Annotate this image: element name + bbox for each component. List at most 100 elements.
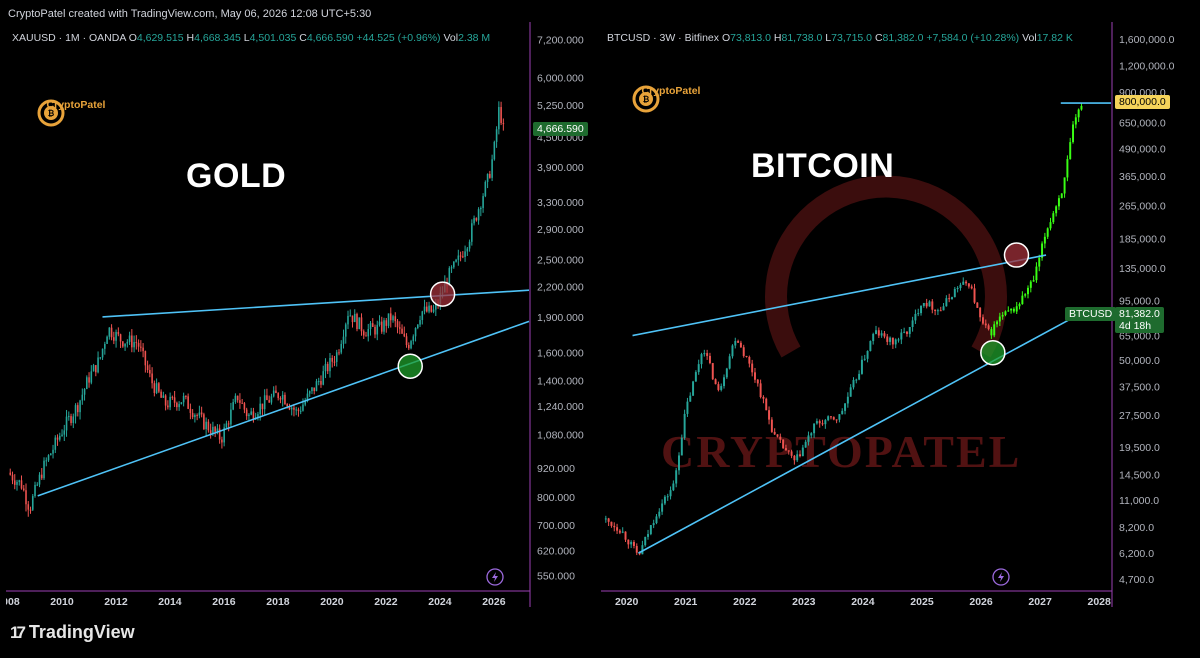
- candle-body: [849, 387, 852, 397]
- candle-body: [250, 411, 252, 415]
- candle-body: [20, 480, 23, 489]
- candle-body: [618, 530, 621, 533]
- candle-body: [835, 419, 838, 421]
- gold-low-label: L: [243, 32, 250, 44]
- candle-body: [304, 400, 307, 405]
- btc-low: 73,715.0: [831, 32, 873, 44]
- y-tick-label: 65,000.0: [1119, 331, 1160, 343]
- candle-body: [1069, 142, 1072, 160]
- candle-body: [232, 402, 234, 410]
- svg-text:₿: ₿: [643, 95, 650, 104]
- candle-body: [694, 372, 697, 382]
- candle-body: [1007, 310, 1010, 312]
- candle-body: [216, 428, 219, 432]
- candle-body: [635, 545, 638, 553]
- candle-body: [333, 361, 336, 363]
- candle-body: [360, 317, 363, 332]
- y-tick-label: 3,300.000: [537, 197, 584, 209]
- y-tick-label: 1,900.000: [537, 312, 584, 324]
- y-tick-label: 490,000.0: [1119, 143, 1166, 155]
- candle-body: [266, 395, 268, 401]
- candle-body: [423, 306, 426, 312]
- candle-body: [768, 410, 771, 420]
- y-tick-label: 95,000.0: [1119, 295, 1160, 307]
- gold-chart-panel[interactable]: 7,200.000 6,000.000 5,250.000 4,500.000 3,90…: [6, 22, 593, 607]
- candle-body: [279, 398, 282, 400]
- candle-body: [1041, 243, 1044, 258]
- candle-body: [191, 412, 194, 418]
- candle-body: [678, 455, 680, 471]
- candle-body: [663, 496, 666, 504]
- candle-body: [990, 329, 993, 336]
- candle-body: [728, 356, 731, 369]
- candle-body: [122, 341, 124, 347]
- candle-body: [680, 437, 683, 456]
- candle-body: [349, 315, 352, 317]
- candle-body: [358, 317, 361, 330]
- btc-open: 73,813.0: [730, 32, 771, 44]
- candle-body: [34, 484, 36, 497]
- candle-body: [74, 405, 77, 417]
- candle-body: [810, 433, 813, 436]
- candle-body: [742, 347, 745, 356]
- btc-high-label: H: [773, 32, 782, 44]
- btc-bar-countdown: 4d 18h: [1119, 319, 1152, 332]
- candle-body: [844, 403, 847, 411]
- candle-body: [1046, 228, 1049, 237]
- candle-body: [655, 516, 658, 524]
- candle-body: [1052, 213, 1055, 223]
- candle-body: [1043, 236, 1046, 244]
- candle-body: [1063, 177, 1066, 194]
- candle-body: [827, 416, 830, 421]
- tradingview-logo[interactable]: 17 TradingView: [10, 622, 135, 643]
- btc-ticker-tag: BTCUSD: [1065, 306, 1117, 321]
- candle-body: [745, 355, 748, 357]
- candle-body: [385, 320, 388, 326]
- candle-body: [288, 406, 291, 410]
- x-tick-label: 2008: [6, 596, 20, 607]
- candle-body: [613, 525, 616, 528]
- candle-body: [284, 394, 286, 405]
- candle-body: [1049, 222, 1052, 229]
- gold-chart-svg[interactable]: 7,200.0006,000.0005,250.0004,500.0003,90…: [6, 22, 593, 607]
- candle-body: [419, 320, 421, 325]
- candle-body: [475, 218, 478, 221]
- candle-body: [776, 434, 779, 437]
- candle-body: [79, 400, 81, 413]
- candle-body: [221, 439, 223, 443]
- candle-body: [1055, 206, 1058, 214]
- candle-body: [1060, 193, 1063, 199]
- candle-body: [1072, 124, 1075, 143]
- candle-body: [495, 129, 498, 142]
- candle-body: [198, 412, 201, 416]
- target-price-tag: 800,000.0: [1115, 95, 1170, 110]
- candle-body: [928, 301, 931, 307]
- x-tick-label: 2026: [482, 596, 506, 607]
- candle-body: [970, 286, 973, 289]
- y-tick-label: 8,200.0: [1119, 522, 1154, 534]
- candle-body: [858, 373, 861, 380]
- candle-body: [414, 327, 417, 337]
- candle-body: [378, 321, 381, 325]
- x-tick-label: 2024: [851, 596, 875, 607]
- candle-body: [140, 346, 142, 348]
- candle-body: [54, 437, 57, 450]
- candle-body: [110, 327, 113, 338]
- candle-body: [173, 397, 176, 403]
- candle-body: [99, 357, 102, 359]
- candle-body: [142, 347, 144, 352]
- candle-body: [936, 310, 939, 312]
- candle-body: [214, 426, 216, 432]
- candle-body: [962, 281, 965, 285]
- bitcoin-chart-panel[interactable]: 1,600,000.0 1,200,000.0 900,000.0 650,000.0…: [601, 22, 1194, 607]
- candle-body: [371, 323, 374, 327]
- candle-body: [787, 450, 790, 452]
- candle-body: [131, 335, 133, 348]
- candle-body: [917, 313, 920, 315]
- candle-body: [723, 377, 726, 387]
- candle-body: [245, 409, 248, 417]
- candle-body: [717, 384, 720, 390]
- x-tick-label: 2010: [50, 596, 74, 607]
- bitcoin-chart-svg[interactable]: 1,600,000.01,200,000.0900,000.0650,000.0…: [601, 22, 1194, 607]
- x-tick-label: 2028: [1088, 596, 1112, 607]
